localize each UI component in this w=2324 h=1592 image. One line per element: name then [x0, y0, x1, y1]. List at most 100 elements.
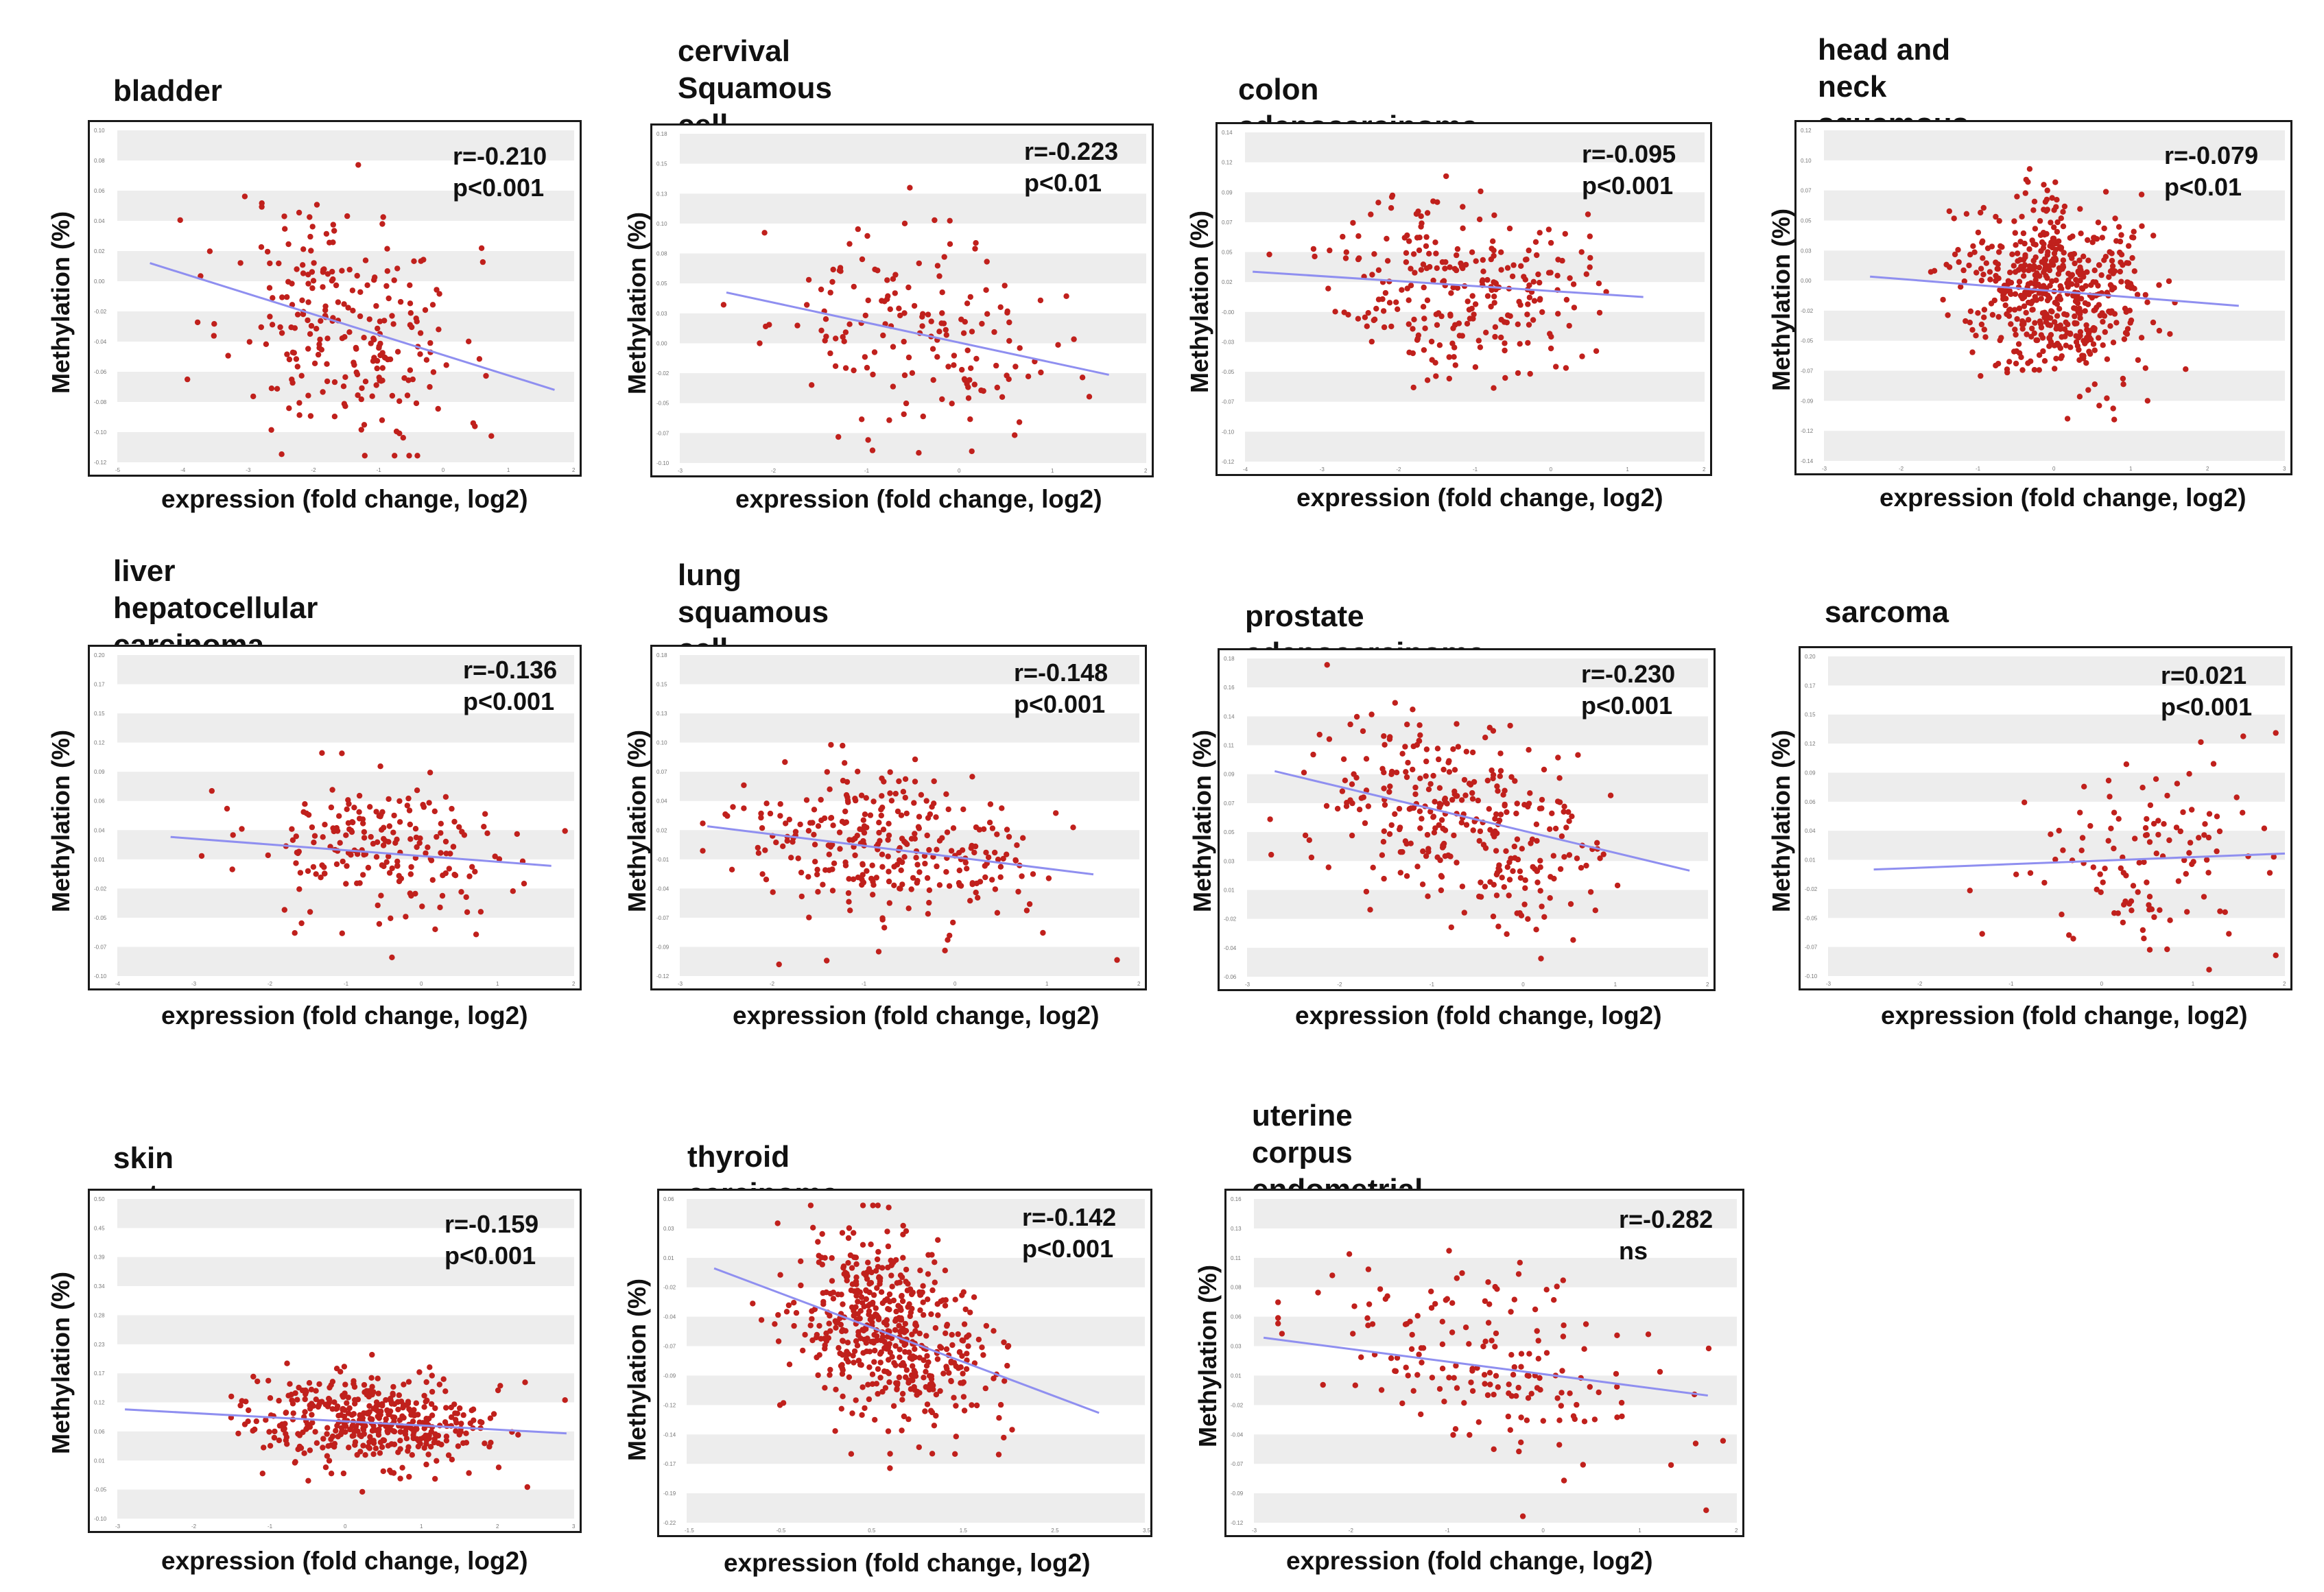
data-point [1351, 771, 1357, 777]
data-point [211, 333, 217, 339]
y-tick-label: 0.05 [1224, 829, 1235, 835]
data-point [1419, 816, 1425, 822]
data-point [1355, 316, 1362, 322]
data-point [263, 1417, 269, 1423]
data-point [898, 812, 905, 818]
data-point [1469, 796, 1476, 802]
data-point [328, 804, 335, 811]
data-point [1440, 766, 1447, 773]
data-point [2186, 771, 2192, 777]
data-point [854, 1342, 861, 1349]
x-tick-label: 0 [953, 981, 957, 987]
data-point [2079, 835, 2086, 841]
data-point [865, 437, 871, 443]
data-point [767, 810, 774, 817]
data-point [1509, 273, 1516, 280]
data-point [246, 1407, 252, 1414]
data-point [1513, 810, 1519, 817]
data-point [886, 868, 892, 875]
data-point [1399, 287, 1405, 293]
data-point [369, 393, 375, 399]
data-point [339, 335, 346, 342]
data-point [2104, 395, 2110, 401]
data-point [1388, 205, 1395, 211]
data-point [303, 1387, 309, 1394]
data-point [2032, 226, 2039, 232]
plot-area: 0.18 0.15 0.13 0.10 0.07 0.04 0.02 -0.01 -0.04 -0… [650, 645, 1147, 990]
data-point [851, 1312, 857, 1319]
data-point [406, 807, 413, 813]
data-point [2167, 917, 2173, 923]
data-point [2111, 416, 2118, 423]
x-tick-label: -1 [268, 1523, 273, 1530]
y-tick-label: 0.15 [1805, 712, 1816, 718]
data-point [1006, 337, 1012, 344]
data-point [1381, 875, 1387, 882]
r-value: r=-0.079 [2164, 141, 2259, 169]
data-point [875, 1248, 881, 1255]
data-point [1975, 310, 1981, 316]
data-point [239, 826, 245, 832]
data-point [1587, 233, 1593, 239]
data-point [453, 1416, 459, 1423]
y-tick-label: 0.20 [1805, 654, 1816, 660]
grid-stripe [1245, 372, 1705, 402]
data-point [442, 1388, 449, 1394]
data-point [945, 364, 951, 370]
data-point [961, 1321, 968, 1327]
data-point [339, 268, 345, 274]
data-point [763, 877, 770, 883]
r-value: r=-0.136 [463, 656, 558, 684]
data-point [818, 1255, 825, 1261]
data-point [901, 310, 908, 316]
data-point [2146, 839, 2153, 845]
data-point [1480, 257, 1486, 263]
data-point [427, 1364, 433, 1370]
y-tick-label: 0.10 [656, 740, 667, 746]
data-point [935, 1237, 941, 1243]
data-point [820, 881, 826, 888]
data-point [936, 329, 942, 335]
data-point [1526, 282, 1532, 288]
data-point [887, 306, 893, 312]
data-point [399, 1464, 405, 1471]
data-point [407, 310, 414, 316]
data-point [396, 398, 403, 404]
data-point [1460, 225, 1466, 231]
y-tick-label: -0.07 [656, 430, 669, 436]
data-point [1484, 293, 1491, 299]
x-tick-label: 2 [1144, 468, 1148, 474]
y-tick-label: 0.15 [656, 682, 667, 688]
data-point [1618, 1399, 1625, 1406]
data-point [841, 338, 847, 344]
data-point [2026, 166, 2033, 172]
data-point [888, 1335, 895, 1342]
data-point [986, 820, 993, 826]
plot-area: 0.50 0.45 0.39 0.34 0.28 0.23 0.17 0.12 0.06 0.01… [88, 1189, 582, 1533]
data-point [839, 1370, 846, 1377]
data-point [374, 365, 380, 372]
data-point [379, 365, 386, 371]
data-point [427, 340, 434, 346]
data-point [1275, 1299, 1281, 1305]
data-point [1426, 250, 1432, 257]
data-point [969, 448, 975, 455]
data-point [826, 867, 833, 873]
y-tick-label: -0.02 [94, 309, 107, 315]
data-point [420, 804, 427, 810]
data-point [839, 1328, 845, 1335]
y-axis-label: Methylation (%) [623, 730, 651, 912]
data-point [1580, 1462, 1586, 1468]
data-point [1408, 1346, 1415, 1352]
data-point [2108, 825, 2114, 831]
data-point [811, 807, 818, 813]
data-point [1449, 1329, 1456, 1335]
data-point [1396, 805, 1403, 812]
data-point [2155, 818, 2161, 824]
data-point [303, 1426, 309, 1432]
y-tick-label: 0.18 [1224, 656, 1235, 662]
data-point [418, 258, 424, 264]
data-point [340, 858, 346, 865]
data-point [897, 1346, 903, 1353]
data-point [1537, 1387, 1543, 1393]
